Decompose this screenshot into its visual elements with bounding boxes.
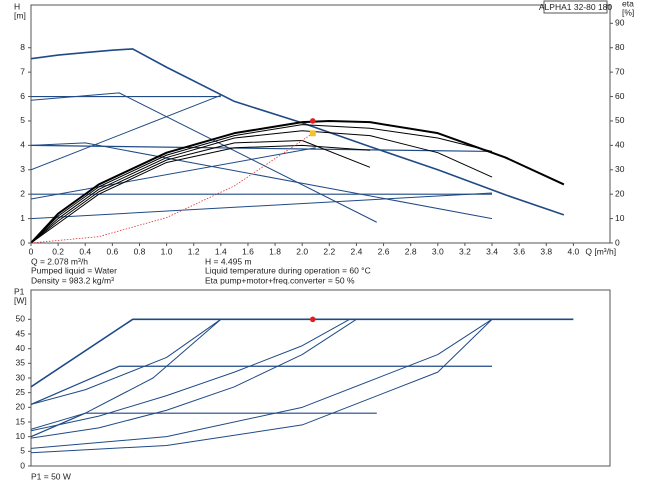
y-tick-label: 50 (16, 314, 26, 324)
curve (31, 94, 222, 171)
x-tick-label: 1.6 (242, 246, 254, 256)
y2-tick-label: 0 (615, 237, 620, 247)
y-tick-label: 25 (16, 387, 26, 397)
curve (31, 318, 574, 388)
y2-tick-label: 60 (615, 91, 625, 101)
curve (31, 124, 493, 243)
y2-axis-label: eta (622, 0, 634, 8)
y-tick-label: 8 (20, 42, 25, 52)
operating-point (309, 118, 316, 124)
plot-frame (30, 4, 611, 244)
curve (31, 142, 493, 220)
y-tick-label: 40 (16, 343, 26, 353)
x-tick-label: 4.0 (567, 246, 579, 256)
x-tick-label: 3.8 (540, 246, 552, 256)
y-tick-label: 2 (20, 188, 25, 198)
curve (31, 92, 377, 223)
x-tick-label: 1.0 (161, 246, 173, 256)
x-tick-label: 3.0 (432, 246, 444, 256)
x-tick-label: 2.6 (378, 246, 390, 256)
x-tick-label: 1.8 (269, 246, 281, 256)
y-tick-label: 3 (20, 164, 25, 174)
operating-point (309, 316, 316, 323)
y2-tick-label: 90 (615, 18, 625, 28)
annotation: Eta pump+motor+freq.converter = 50 % (205, 275, 355, 285)
curve (31, 48, 565, 216)
x-tick-label: 1.4 (215, 246, 227, 256)
y-tick-label: 6 (20, 91, 25, 101)
annotation: Q = 2.078 m³/h (31, 256, 88, 266)
curve (31, 130, 493, 243)
annotation: Density = 983.2 kg/m³ (31, 275, 114, 285)
y-tick-label: 20 (16, 402, 26, 412)
y-tick-label: 15 (16, 416, 26, 426)
curve (31, 147, 316, 200)
annotation: P1 = 50 W (31, 471, 71, 481)
y2-tick-label: 80 (615, 42, 625, 52)
y-axis-unit: [W] (14, 295, 27, 305)
curve (31, 318, 357, 439)
x-tick-label: 0.2 (52, 246, 64, 256)
curve (31, 318, 493, 449)
curve (31, 132, 313, 243)
x-tick-label: 3.2 (459, 246, 471, 256)
x-tick-label: 3.6 (513, 246, 525, 256)
chart-title: ALPHA1 32-80 180 (539, 2, 613, 12)
curve (31, 318, 493, 454)
y2-tick-label: 70 (615, 66, 625, 76)
x-tick-label: 3.4 (486, 246, 498, 256)
y2-tick-label: 50 (615, 115, 625, 125)
x-tick-label: 2.0 (296, 246, 308, 256)
y-tick-label: 5 (20, 446, 25, 456)
y-axis-label: P1 (14, 286, 25, 296)
curve (31, 139, 371, 243)
y2-tick-label: 10 (615, 213, 625, 223)
y2-tick-label: 40 (615, 140, 625, 150)
title-box (543, 0, 608, 14)
x-tick-label: 2.8 (405, 246, 417, 256)
curve (31, 144, 493, 153)
y-axis-label: H (14, 1, 20, 11)
y2-axis-unit: [%] (622, 7, 634, 17)
plot-area (31, 318, 574, 454)
y-axis-unit: [m] (14, 10, 26, 20)
y-tick-label: 35 (16, 358, 26, 368)
x-axis-label: Q [m³/h] (585, 246, 616, 256)
curve (31, 192, 493, 220)
x-tick-label: 2.4 (351, 246, 363, 256)
curve (31, 318, 222, 430)
y2-tick-label: 20 (615, 188, 625, 198)
y-tick-label: 10 (16, 431, 26, 441)
y-tick-label: 30 (16, 372, 26, 382)
x-tick-label: 0.6 (106, 246, 118, 256)
curve (31, 365, 493, 405)
curve (31, 119, 565, 243)
annotation: Pumped liquid = Water (31, 265, 117, 275)
y-tick-label: 7 (20, 66, 25, 76)
y-tick-label: 5 (20, 115, 25, 125)
curve (31, 144, 371, 243)
y-tick-label: 4 (20, 140, 25, 150)
curve (31, 318, 350, 432)
y2-tick-label: 30 (615, 164, 625, 174)
x-tick-label: 0 (29, 246, 34, 256)
annotation: Liquid temperature during operation = 60… (205, 265, 371, 275)
x-tick-label: 0.8 (134, 246, 146, 256)
curve (31, 318, 222, 405)
y-tick-label: 0 (20, 237, 25, 247)
y-tick-label: 0 (20, 460, 25, 470)
y-tick-label: 1 (20, 213, 25, 223)
plot-area (31, 48, 565, 243)
operating-point (309, 130, 316, 137)
curve (31, 412, 377, 438)
annotation: H = 4.495 m (205, 256, 252, 266)
x-tick-label: 2.2 (323, 246, 335, 256)
x-tick-label: 0.4 (79, 246, 91, 256)
plot-frame (30, 289, 611, 467)
x-tick-label: 1.2 (188, 246, 200, 256)
y-tick-label: 45 (16, 328, 26, 338)
